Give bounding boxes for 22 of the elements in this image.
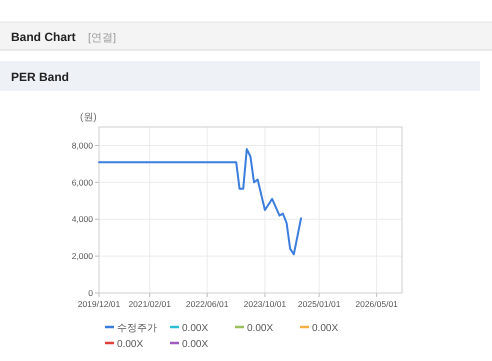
y-tick-label: 2,000 [72, 251, 94, 262]
legend-label: 0.00X [117, 339, 144, 350]
x-tick-label: 2019/12/01 [78, 299, 121, 309]
legend-label: 0.00X [182, 339, 208, 350]
legend-label: 수정주가 [117, 323, 157, 334]
x-tick-label: 2026/05/01 [355, 299, 398, 309]
line-series [98, 148, 302, 256]
y-tick-label: 6,000 [72, 177, 94, 188]
legend-label: 0.00X [247, 323, 274, 334]
x-tick-label: 2021/02/01 [128, 299, 172, 309]
y-tick-label: 0 [88, 288, 94, 298]
chart-title: PER Band [11, 70, 70, 84]
x-tick-label: 2023/10/01 [244, 299, 286, 309]
x-tick-label: 2022/06/01 [186, 299, 229, 309]
text: Band Chart [11, 30, 76, 44]
legend-label: 0.00X [312, 323, 338, 334]
legend-label: 0.00X [182, 323, 208, 334]
text: [연결] [88, 32, 116, 44]
y-tick-label: 8,000 [72, 140, 94, 150]
x-tick-label: 2025/01/01 [298, 299, 341, 309]
y-axis-title: (원) [80, 112, 97, 123]
y-tick-label: 4,000 [72, 214, 94, 224]
